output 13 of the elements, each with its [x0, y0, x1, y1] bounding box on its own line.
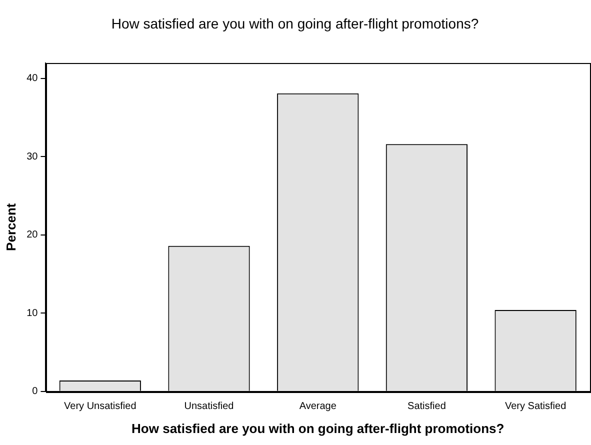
x-tick-label: Very Satisfied [504, 401, 566, 412]
x-tick-label: Unsatisfied [184, 401, 234, 412]
x-tick-label: Average [299, 401, 337, 412]
y-tick-label: 10 [26, 308, 38, 319]
y-tick-label: 20 [26, 230, 38, 241]
y-tick-label: 0 [32, 386, 38, 398]
chart-title: How satisfied are you with on going after-flight promotions? [111, 15, 479, 32]
x-tick-label: Satisfied [408, 401, 446, 412]
x-tick-label: Very Unsatisfied [64, 401, 136, 412]
x-axis-title: How satisfied are you with on going after-flight promotions? [132, 420, 504, 436]
y-tick-label: 30 [26, 151, 38, 162]
y-tick-label: 40 [26, 73, 38, 84]
y-axis-title: Percent [3, 202, 18, 251]
